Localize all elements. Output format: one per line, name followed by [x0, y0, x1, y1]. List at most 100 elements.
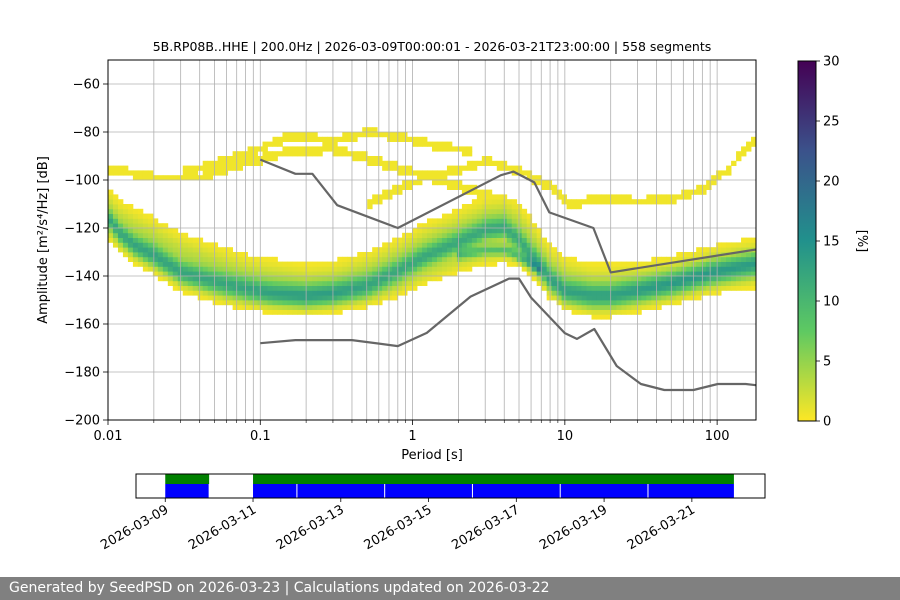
heatmap-cell — [626, 304, 632, 310]
heatmap-cell — [412, 285, 418, 291]
heatmap-cell — [152, 242, 159, 248]
heatmap-cell — [696, 261, 702, 267]
heatmap-cell — [466, 213, 473, 219]
heatmap-cell — [217, 160, 224, 166]
heatmap-cell — [586, 290, 592, 296]
heatmap-cell — [436, 266, 443, 272]
heatmap-cell — [317, 290, 323, 296]
heatmap-cell — [571, 256, 577, 262]
heatmap-cell — [541, 285, 548, 291]
heatmap-cell — [486, 204, 493, 210]
y-tick-label: −80 — [73, 126, 100, 141]
heatmap-cell — [546, 256, 553, 262]
heatmap-cell — [277, 285, 283, 291]
heatmap-cell — [566, 261, 572, 267]
heatmap-cell — [127, 242, 134, 248]
heatmap-cell — [212, 247, 219, 253]
timeline-frame — [135, 473, 766, 499]
heatmap-cell — [162, 276, 169, 282]
heatmap-cell — [546, 280, 553, 286]
heatmap-cell — [496, 208, 503, 214]
heatmap-cell — [407, 266, 413, 272]
heatmap-cell — [626, 295, 632, 301]
heatmap-cell — [407, 261, 413, 267]
heatmap-cell — [566, 300, 572, 306]
heatmap-cell — [536, 237, 543, 243]
heatmap-cell — [332, 151, 338, 157]
heatmap-cell — [237, 304, 243, 310]
heatmap-cell — [137, 252, 144, 258]
heatmap-cell — [262, 285, 268, 291]
heatmap-cell — [651, 199, 657, 205]
heatmap-cell — [741, 261, 747, 267]
heatmap-cell — [661, 290, 667, 296]
heatmap-cell — [232, 266, 238, 272]
heatmap-cell — [137, 242, 144, 248]
heatmap-cell — [142, 261, 149, 267]
heatmap-cell — [541, 184, 548, 190]
heatmap-cell — [461, 256, 468, 262]
heatmap-cell — [152, 261, 159, 267]
heatmap-cell — [676, 290, 682, 296]
heatmap-cell — [282, 304, 288, 310]
heatmap-cell — [352, 304, 358, 310]
heatmap-cell — [132, 261, 139, 267]
heatmap-cell — [601, 300, 607, 306]
heatmap-cell — [342, 151, 348, 157]
heatmap-cell — [461, 247, 468, 253]
heatmap-cell — [616, 300, 622, 306]
heatmap-cell — [541, 271, 548, 277]
heatmap-cell — [232, 160, 238, 166]
heatmap-cell — [626, 261, 632, 267]
heatmap-cell — [451, 165, 458, 171]
heatmap-cell — [596, 290, 602, 296]
heatmap-cell — [576, 309, 582, 315]
heatmap-cell — [446, 256, 453, 262]
heatmap-cell — [222, 280, 229, 286]
heatmap-cell — [436, 218, 443, 224]
heatmap-cell — [556, 189, 562, 195]
heatmap-cell — [127, 170, 134, 176]
heatmap-cell — [461, 223, 468, 229]
heatmap-cell — [327, 271, 333, 277]
heatmap-cell — [222, 165, 229, 171]
heatmap-cell — [701, 252, 707, 258]
heatmap-cell — [277, 136, 283, 142]
heatmap-cell — [202, 247, 209, 253]
heatmap-cell — [232, 285, 238, 291]
heatmap-cell — [192, 242, 199, 248]
heatmap-cell — [312, 276, 318, 282]
heatmap-cell — [422, 256, 428, 262]
heatmap-cell — [117, 228, 124, 234]
heatmap-cell — [471, 247, 478, 253]
heatmap-cell — [486, 213, 493, 219]
heatmap-cell — [387, 247, 393, 253]
heatmap-cell — [207, 280, 214, 286]
heatmap-cell — [108, 165, 114, 171]
heatmap-cell — [297, 295, 303, 301]
heatmap-cell — [491, 160, 498, 166]
heatmap-cell — [601, 290, 607, 296]
heatmap-cell — [576, 276, 582, 282]
heatmap-cell — [362, 256, 368, 262]
heatmap-cell — [302, 151, 308, 157]
heatmap-cell — [217, 285, 224, 291]
heatmap-cell — [541, 180, 548, 186]
heatmap-cell — [157, 247, 164, 253]
heatmap-cell — [441, 261, 448, 267]
heatmap-cell — [736, 261, 742, 267]
heatmap-cell — [347, 285, 353, 291]
heatmap-cell — [461, 232, 468, 238]
heatmap-cell — [716, 285, 722, 291]
heatmap-cell — [446, 180, 453, 186]
heatmap-cell — [182, 285, 189, 291]
heatmap-cell — [172, 280, 179, 286]
heatmap-cell — [571, 204, 577, 210]
x-axis-label: Period [s] — [401, 448, 463, 463]
heatmap-cell — [646, 276, 652, 282]
heatmap-cell — [646, 266, 652, 272]
heatmap-cell — [412, 141, 418, 147]
heatmap-cell — [666, 290, 672, 296]
heatmap-cell — [332, 300, 338, 306]
heatmap-cell — [342, 276, 348, 282]
